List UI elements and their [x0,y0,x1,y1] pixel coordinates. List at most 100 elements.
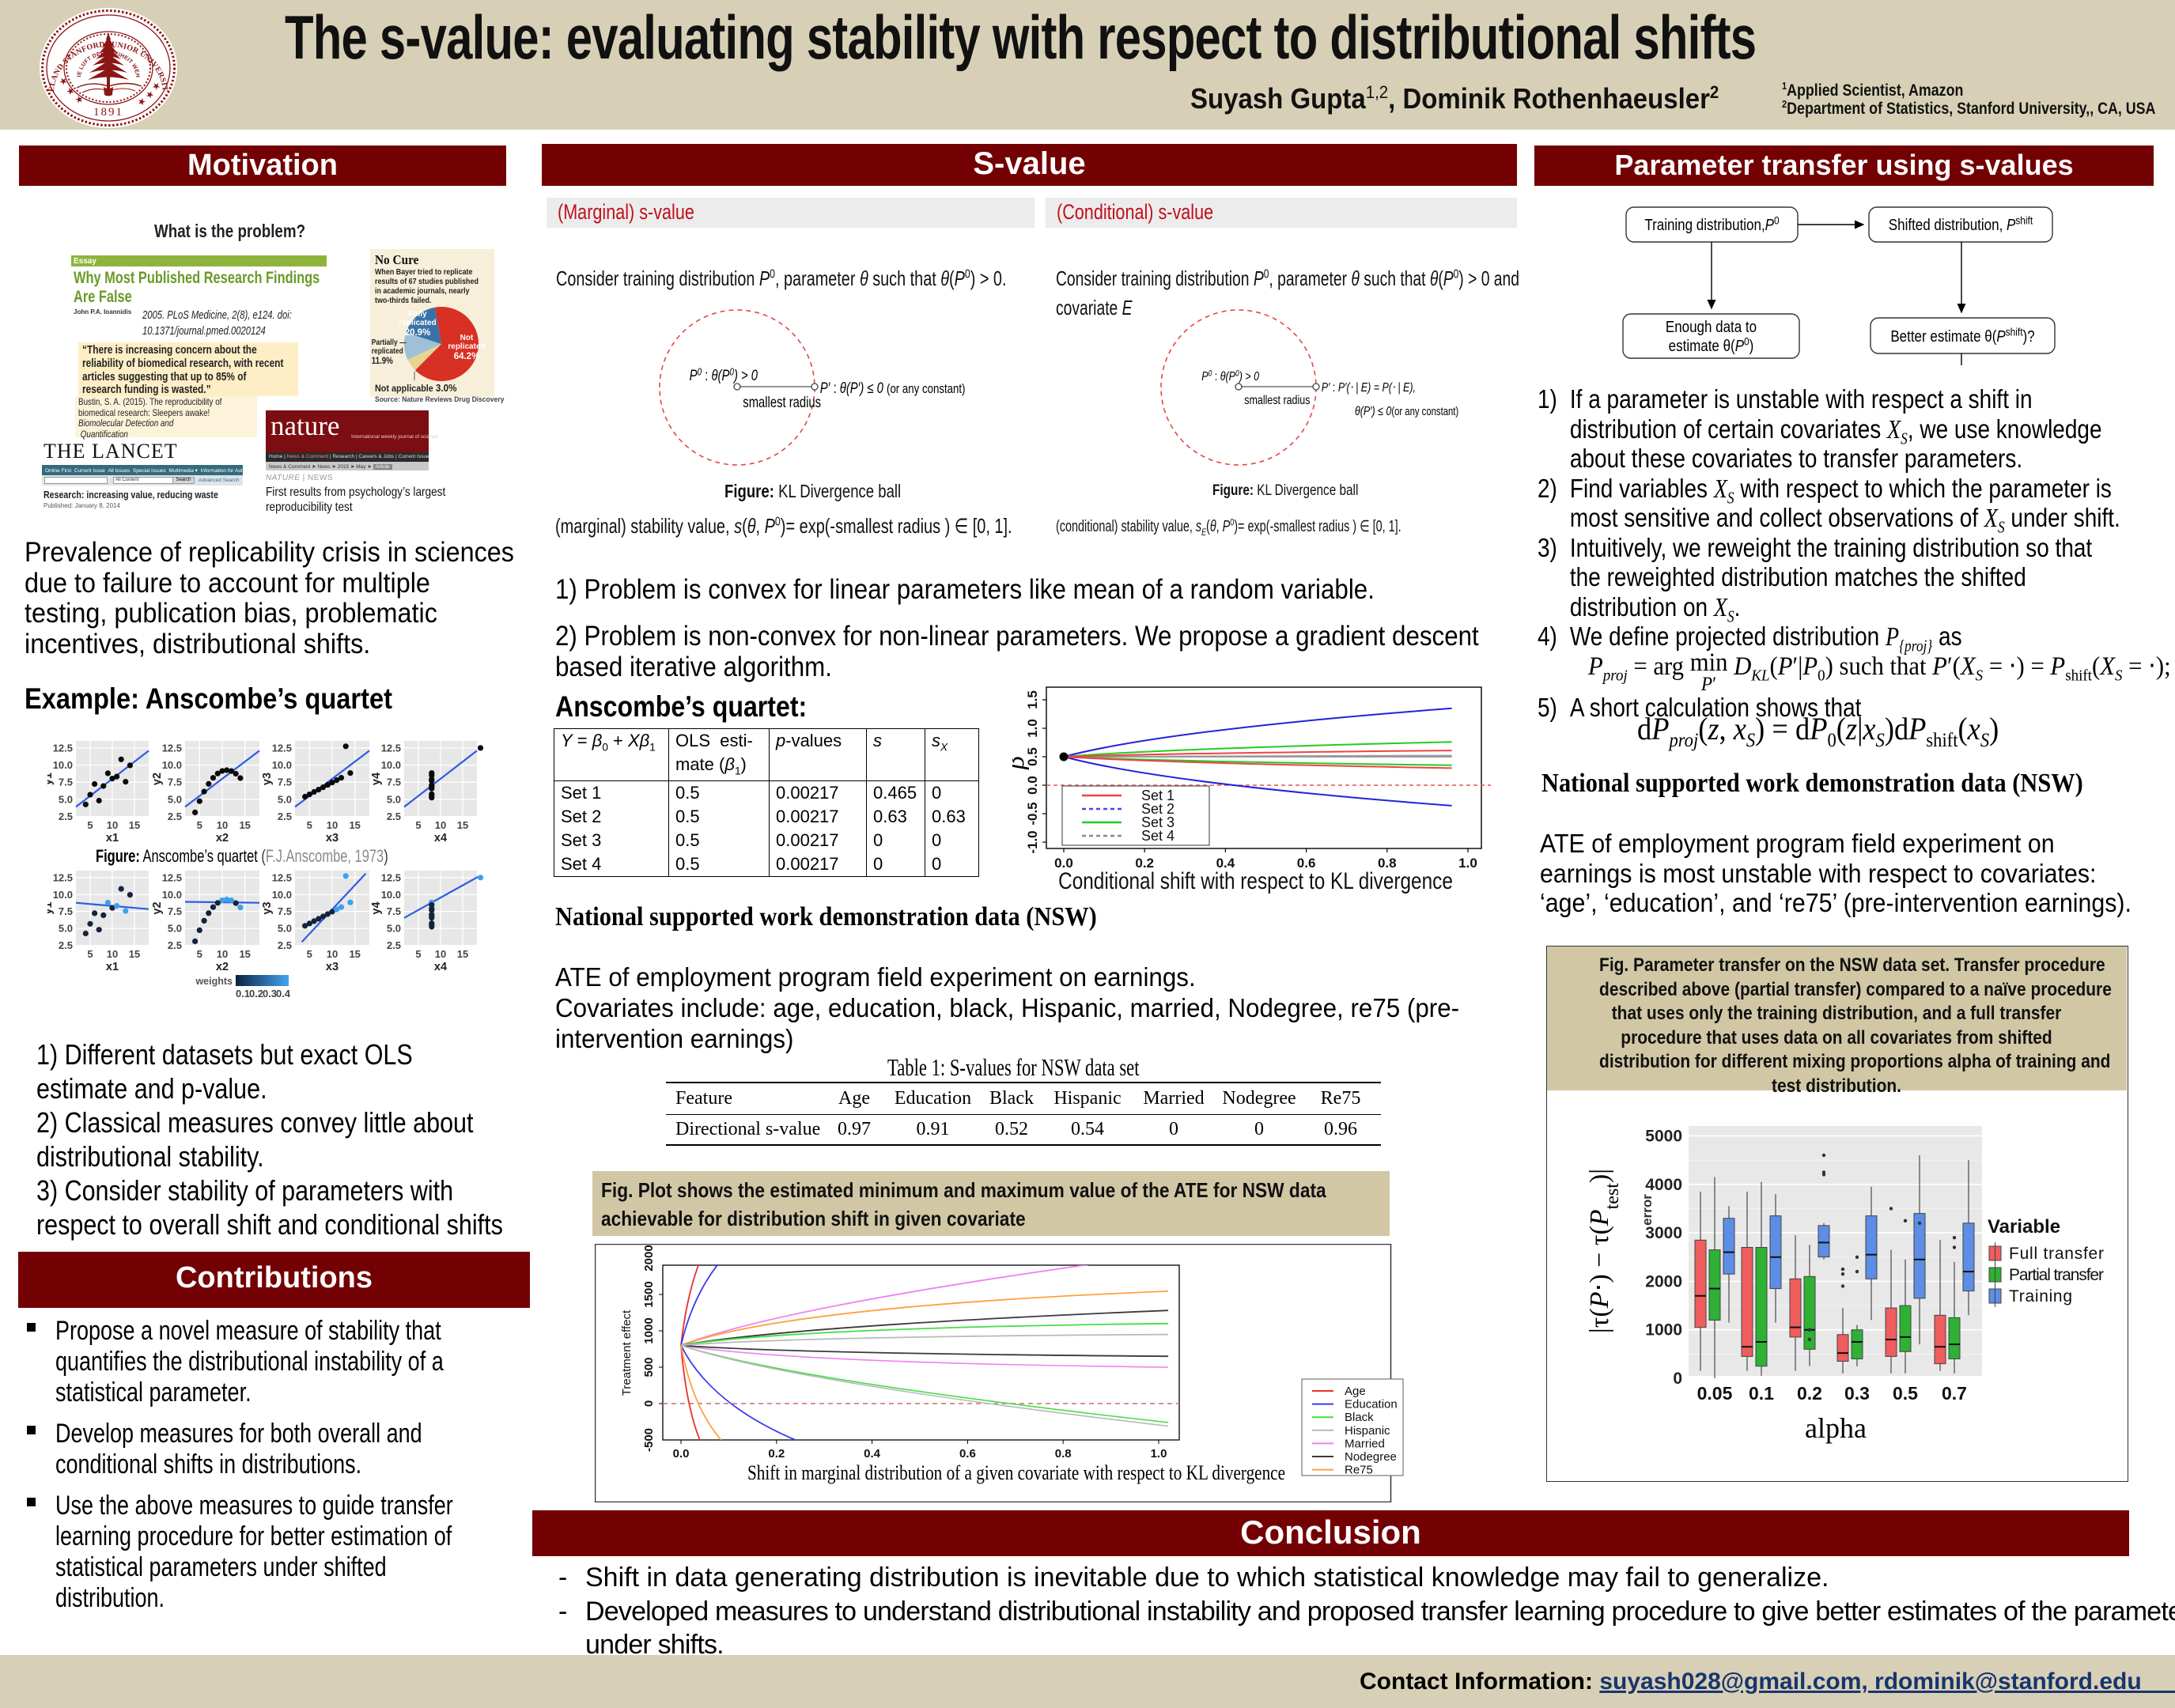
svg-text:7.5: 7.5 [59,905,73,917]
svg-text:10.0: 10.0 [272,889,292,901]
svg-text:15: 15 [239,948,250,960]
svg-text:10.0: 10.0 [381,759,401,771]
svg-text:10: 10 [435,819,446,831]
svg-text:15: 15 [457,819,468,831]
svg-text:12.5: 12.5 [272,871,292,883]
svg-text:error: error [1640,1194,1655,1226]
svg-text:Set 2: Set 2 [1141,801,1174,817]
svg-text:|τ(P⋅) − τ(Ptest)|: |τ(P⋅) − τ(Ptest)| [1585,1169,1623,1333]
svg-text:0.8: 0.8 [1055,1447,1072,1460]
svg-text:1.0: 1.0 [1151,1447,1167,1460]
svg-text:y4: y4 [370,901,383,914]
svg-text:2000: 2000 [1645,1272,1682,1290]
svg-text:2.5: 2.5 [387,939,401,951]
svg-text:weights: weights [195,976,233,987]
svg-text:64.2%: 64.2% [454,352,480,361]
svg-text:5: 5 [197,948,202,960]
svg-text:0.6: 0.6 [959,1447,976,1460]
svg-text:5: 5 [415,819,421,831]
svg-text:y1: y1 [47,773,55,785]
svg-text:2.5: 2.5 [168,811,182,822]
svg-text:12.5: 12.5 [162,742,182,754]
svg-text:0.4: 0.4 [864,1447,881,1460]
svg-text:-1.0: -1.0 [1025,830,1040,853]
svg-text:12.5: 12.5 [272,742,292,754]
svg-text:7.5: 7.5 [387,905,401,917]
svg-text:Enough data to: Enough data to [1666,318,1757,336]
svg-text:5: 5 [307,948,312,960]
svg-text:-0.5: -0.5 [1025,802,1040,825]
svg-text:10: 10 [107,948,118,960]
svg-text:0.2: 0.2 [1135,856,1154,871]
svg-text:2.5: 2.5 [387,811,401,822]
svg-text:2000: 2000 [642,1245,656,1271]
svg-text:0.0: 0.0 [673,1447,690,1460]
svg-text:5: 5 [307,819,312,831]
svg-text:★: ★ [64,84,77,97]
svg-text:7.5: 7.5 [278,905,292,917]
svg-text:10: 10 [327,819,338,831]
svg-text:15: 15 [129,819,140,831]
svg-text:2.5: 2.5 [168,939,182,951]
svg-text:Shifted distribution, Pshift: Shifted distribution, Pshift [1889,214,2033,233]
svg-text:12.5: 12.5 [53,871,73,883]
svg-text:replicated: replicated [372,346,403,355]
svg-text:500: 500 [642,1357,656,1377]
svg-text:★: ★ [144,88,157,101]
svg-text:15: 15 [457,948,468,960]
svg-text:10.0: 10.0 [53,889,73,901]
svg-text:Partially —: Partially — [372,338,407,346]
svg-text:Education: Education [1345,1398,1398,1411]
svg-text:0: 0 [642,1400,656,1407]
svg-text:0.6: 0.6 [1297,856,1316,871]
svg-text:y3: y3 [261,773,274,785]
svg-text:Fully: Fully [408,310,427,319]
svg-text:1891: 1891 [93,106,123,119]
svg-text:Set 3: Set 3 [1141,814,1174,830]
svg-text:1500: 1500 [642,1281,656,1307]
svg-text:10: 10 [217,948,228,960]
svg-text:10.0: 10.0 [53,759,73,771]
svg-text:Partial transfer: Partial transfer [2009,1266,2104,1284]
svg-text:7.5: 7.5 [168,777,182,788]
svg-text:-500: -500 [642,1428,656,1452]
svg-text:alpha: alpha [1805,1412,1867,1444]
svg-text:Re75: Re75 [1345,1464,1373,1477]
svg-text:smallest radius: smallest radius [743,394,821,410]
svg-text:x2: x2 [216,832,229,845]
svg-text:3000: 3000 [1645,1224,1682,1242]
svg-text:0.4: 0.4 [276,988,291,999]
svg-text:11.9%: 11.9% [372,356,394,366]
svg-text:Shift in marginal distribution: Shift in marginal distribution of a give… [747,1461,1285,1484]
svg-text:y3: y3 [261,901,274,914]
svg-text:5: 5 [87,948,93,960]
svg-text:θ(P′) ≤ 0(or any constant): θ(P′) ≤ 0(or any constant) [1355,405,1458,419]
svg-text:1.0: 1.0 [1458,856,1477,871]
svg-text:0.1: 0.1 [236,988,250,999]
svg-text:10: 10 [327,948,338,960]
svg-text:7.5: 7.5 [387,777,401,788]
svg-text:2.5: 2.5 [59,939,73,951]
svg-text:0.5: 0.5 [1893,1383,1918,1404]
svg-text:★: ★ [136,95,147,108]
svg-text:10.0: 10.0 [381,889,401,901]
svg-text:P0 : θ(P0) > 0: P0 : θ(P0) > 0 [1201,368,1259,384]
svg-text:Black: Black [1345,1411,1374,1424]
svg-text:5.0: 5.0 [387,923,401,935]
svg-text:10.0: 10.0 [162,889,182,901]
svg-text:Hispanic: Hispanic [1345,1424,1390,1438]
svg-text:7.5: 7.5 [278,777,292,788]
svg-text:1000: 1000 [642,1317,656,1343]
svg-text:smallest radius: smallest radius [1244,394,1310,408]
svg-text:5: 5 [197,819,202,831]
svg-text:15: 15 [239,819,250,831]
svg-text:0.7: 0.7 [1942,1383,1967,1404]
svg-text:P′ : P′(⋅ | E) = P(⋅ | E),: P′ : P′(⋅ | E) = P(⋅ | E), [1322,381,1416,395]
svg-text:y2: y2 [151,773,164,785]
svg-text:2.5: 2.5 [278,811,292,822]
svg-text:x3: x3 [326,832,339,845]
svg-text:x2: x2 [216,961,229,973]
svg-text:Age: Age [1345,1385,1366,1398]
svg-text:0.5: 0.5 [1025,747,1040,766]
svg-text:0.3: 0.3 [263,988,277,999]
